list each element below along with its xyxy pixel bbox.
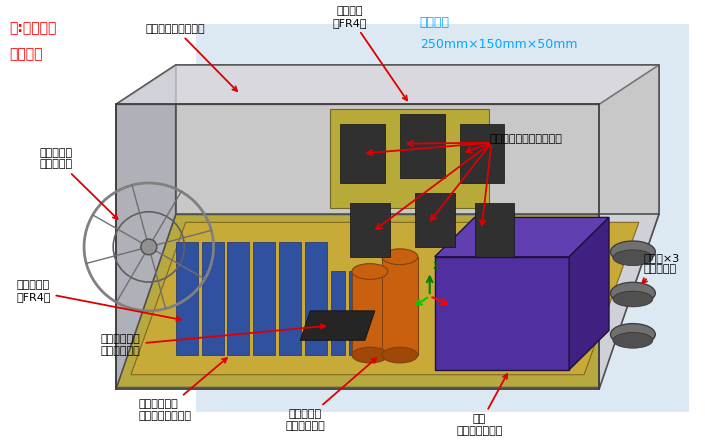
Bar bbox=[352, 272, 388, 355]
Text: 電源
（ステンレス）: 電源 （ステンレス） bbox=[456, 374, 507, 435]
Ellipse shape bbox=[613, 250, 653, 266]
Polygon shape bbox=[116, 214, 658, 388]
Ellipse shape bbox=[613, 291, 653, 307]
Polygon shape bbox=[367, 272, 381, 355]
Text: 作動無し: 作動無し bbox=[9, 47, 43, 61]
Polygon shape bbox=[202, 242, 223, 355]
Text: 円形開口部
（断熱材）: 円形開口部 （断熱材） bbox=[39, 148, 118, 219]
Text: 注:ファンの: 注:ファンの bbox=[9, 21, 56, 35]
Ellipse shape bbox=[352, 264, 388, 280]
Text: 筐体（ステンレス）: 筐体（ステンレス） bbox=[146, 23, 237, 91]
Text: サブチップ（シリコン）: サブチップ（シリコン） bbox=[489, 134, 563, 144]
Bar bbox=[340, 124, 385, 183]
Polygon shape bbox=[331, 272, 345, 355]
Ellipse shape bbox=[352, 347, 388, 363]
Bar bbox=[400, 114, 445, 178]
Ellipse shape bbox=[611, 241, 656, 263]
Text: メイン基板
（FR4）: メイン基板 （FR4） bbox=[16, 280, 181, 321]
Bar bbox=[460, 124, 504, 183]
Polygon shape bbox=[330, 109, 489, 208]
Text: Z: Z bbox=[433, 261, 439, 271]
Polygon shape bbox=[176, 65, 658, 214]
Ellipse shape bbox=[382, 347, 418, 363]
Polygon shape bbox=[569, 218, 609, 370]
Polygon shape bbox=[300, 311, 375, 340]
Bar bbox=[415, 193, 455, 247]
Text: 250mm×150mm×50mm: 250mm×150mm×50mm bbox=[419, 38, 577, 51]
Ellipse shape bbox=[382, 249, 418, 264]
Polygon shape bbox=[116, 65, 176, 389]
Bar bbox=[195, 24, 689, 412]
Text: メインチップ
（シリコン）: メインチップ （シリコン） bbox=[101, 324, 325, 356]
Text: 筐体寸法: 筐体寸法 bbox=[419, 16, 450, 29]
Polygon shape bbox=[305, 242, 327, 355]
Polygon shape bbox=[435, 218, 609, 257]
Text: ヒートシンク
（アルミニウム）: ヒートシンク （アルミニウム） bbox=[139, 358, 227, 421]
Ellipse shape bbox=[613, 332, 653, 348]
Text: 開口部×3
（断熱材）: 開口部×3 （断熱材） bbox=[642, 253, 680, 283]
Bar bbox=[350, 203, 390, 257]
Circle shape bbox=[141, 239, 157, 255]
Polygon shape bbox=[228, 242, 250, 355]
Polygon shape bbox=[349, 272, 363, 355]
Polygon shape bbox=[176, 242, 197, 355]
Ellipse shape bbox=[611, 323, 656, 345]
Ellipse shape bbox=[611, 282, 656, 304]
Bar bbox=[474, 203, 515, 257]
Polygon shape bbox=[599, 65, 658, 389]
Bar bbox=[382, 257, 418, 355]
Text: サブ基板
（FR4）: サブ基板 （FR4） bbox=[333, 6, 407, 101]
Polygon shape bbox=[131, 222, 639, 375]
Polygon shape bbox=[435, 257, 569, 370]
Polygon shape bbox=[253, 242, 276, 355]
Polygon shape bbox=[116, 65, 658, 105]
Polygon shape bbox=[279, 242, 301, 355]
Text: キャパシタ
（シリコン）: キャパシタ （シリコン） bbox=[286, 358, 376, 431]
